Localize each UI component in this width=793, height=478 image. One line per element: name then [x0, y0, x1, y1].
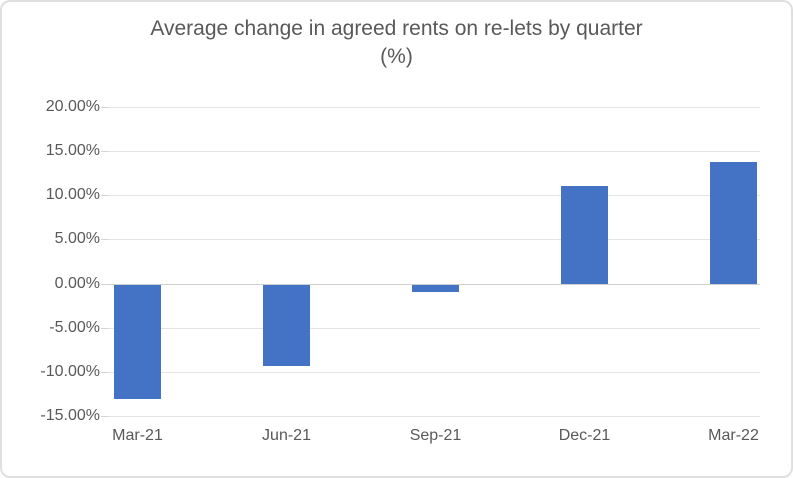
y-axis-tick-mark: [101, 107, 108, 108]
y-axis-tick-mark: [101, 283, 108, 285]
y-axis-tick-label: 20.00%: [45, 98, 100, 115]
bar-dec-21: [561, 185, 608, 284]
y-axis-tick-mark: [101, 371, 108, 373]
y-axis-tick-label: 0.00%: [54, 274, 100, 292]
y-axis-tick-mark: [101, 195, 108, 197]
x-axis-category-label: Dec-21: [558, 427, 611, 444]
chart-title-line1: Average change in agreed rents on re-let…: [150, 17, 643, 40]
y-axis-tick-label: -15.00%: [40, 407, 100, 424]
gridline: [108, 195, 760, 197]
gridline: [108, 107, 760, 108]
gridline: [108, 416, 760, 417]
bar-jun-21: [263, 284, 310, 366]
zero-axis-line: [108, 283, 760, 285]
x-axis-category-label: Mar-22: [708, 427, 759, 444]
y-axis-tick-mark: [101, 416, 108, 417]
gridline: [108, 239, 760, 241]
bar-mar-22: [710, 161, 757, 284]
y-axis-tick-label: 5.00%: [54, 230, 100, 248]
y-axis-tick-mark: [101, 327, 108, 329]
y-axis-tick-label: 15.00%: [45, 142, 100, 160]
y-axis-tick-label: 10.00%: [45, 186, 100, 204]
bar-mar-21: [114, 284, 161, 400]
chart-title-line2: (%): [380, 45, 413, 68]
chart-title: Average change in agreed rents on re-let…: [0, 15, 793, 71]
y-axis-tick-mark: [101, 151, 108, 153]
x-axis-category-label: Jun-21: [262, 427, 311, 444]
x-axis-category-label: Sep-21: [409, 427, 462, 444]
y-axis-tick-label: -10.00%: [40, 362, 100, 380]
gridline: [108, 151, 760, 153]
gridline: [108, 371, 760, 373]
plot-area: [101, 107, 760, 417]
x-axis-category-label: Mar-21: [112, 427, 163, 444]
bar-sep-21: [412, 284, 459, 292]
y-axis-tick-mark: [101, 239, 108, 241]
gridline: [108, 327, 760, 329]
y-axis-tick-label: -5.00%: [49, 318, 100, 336]
